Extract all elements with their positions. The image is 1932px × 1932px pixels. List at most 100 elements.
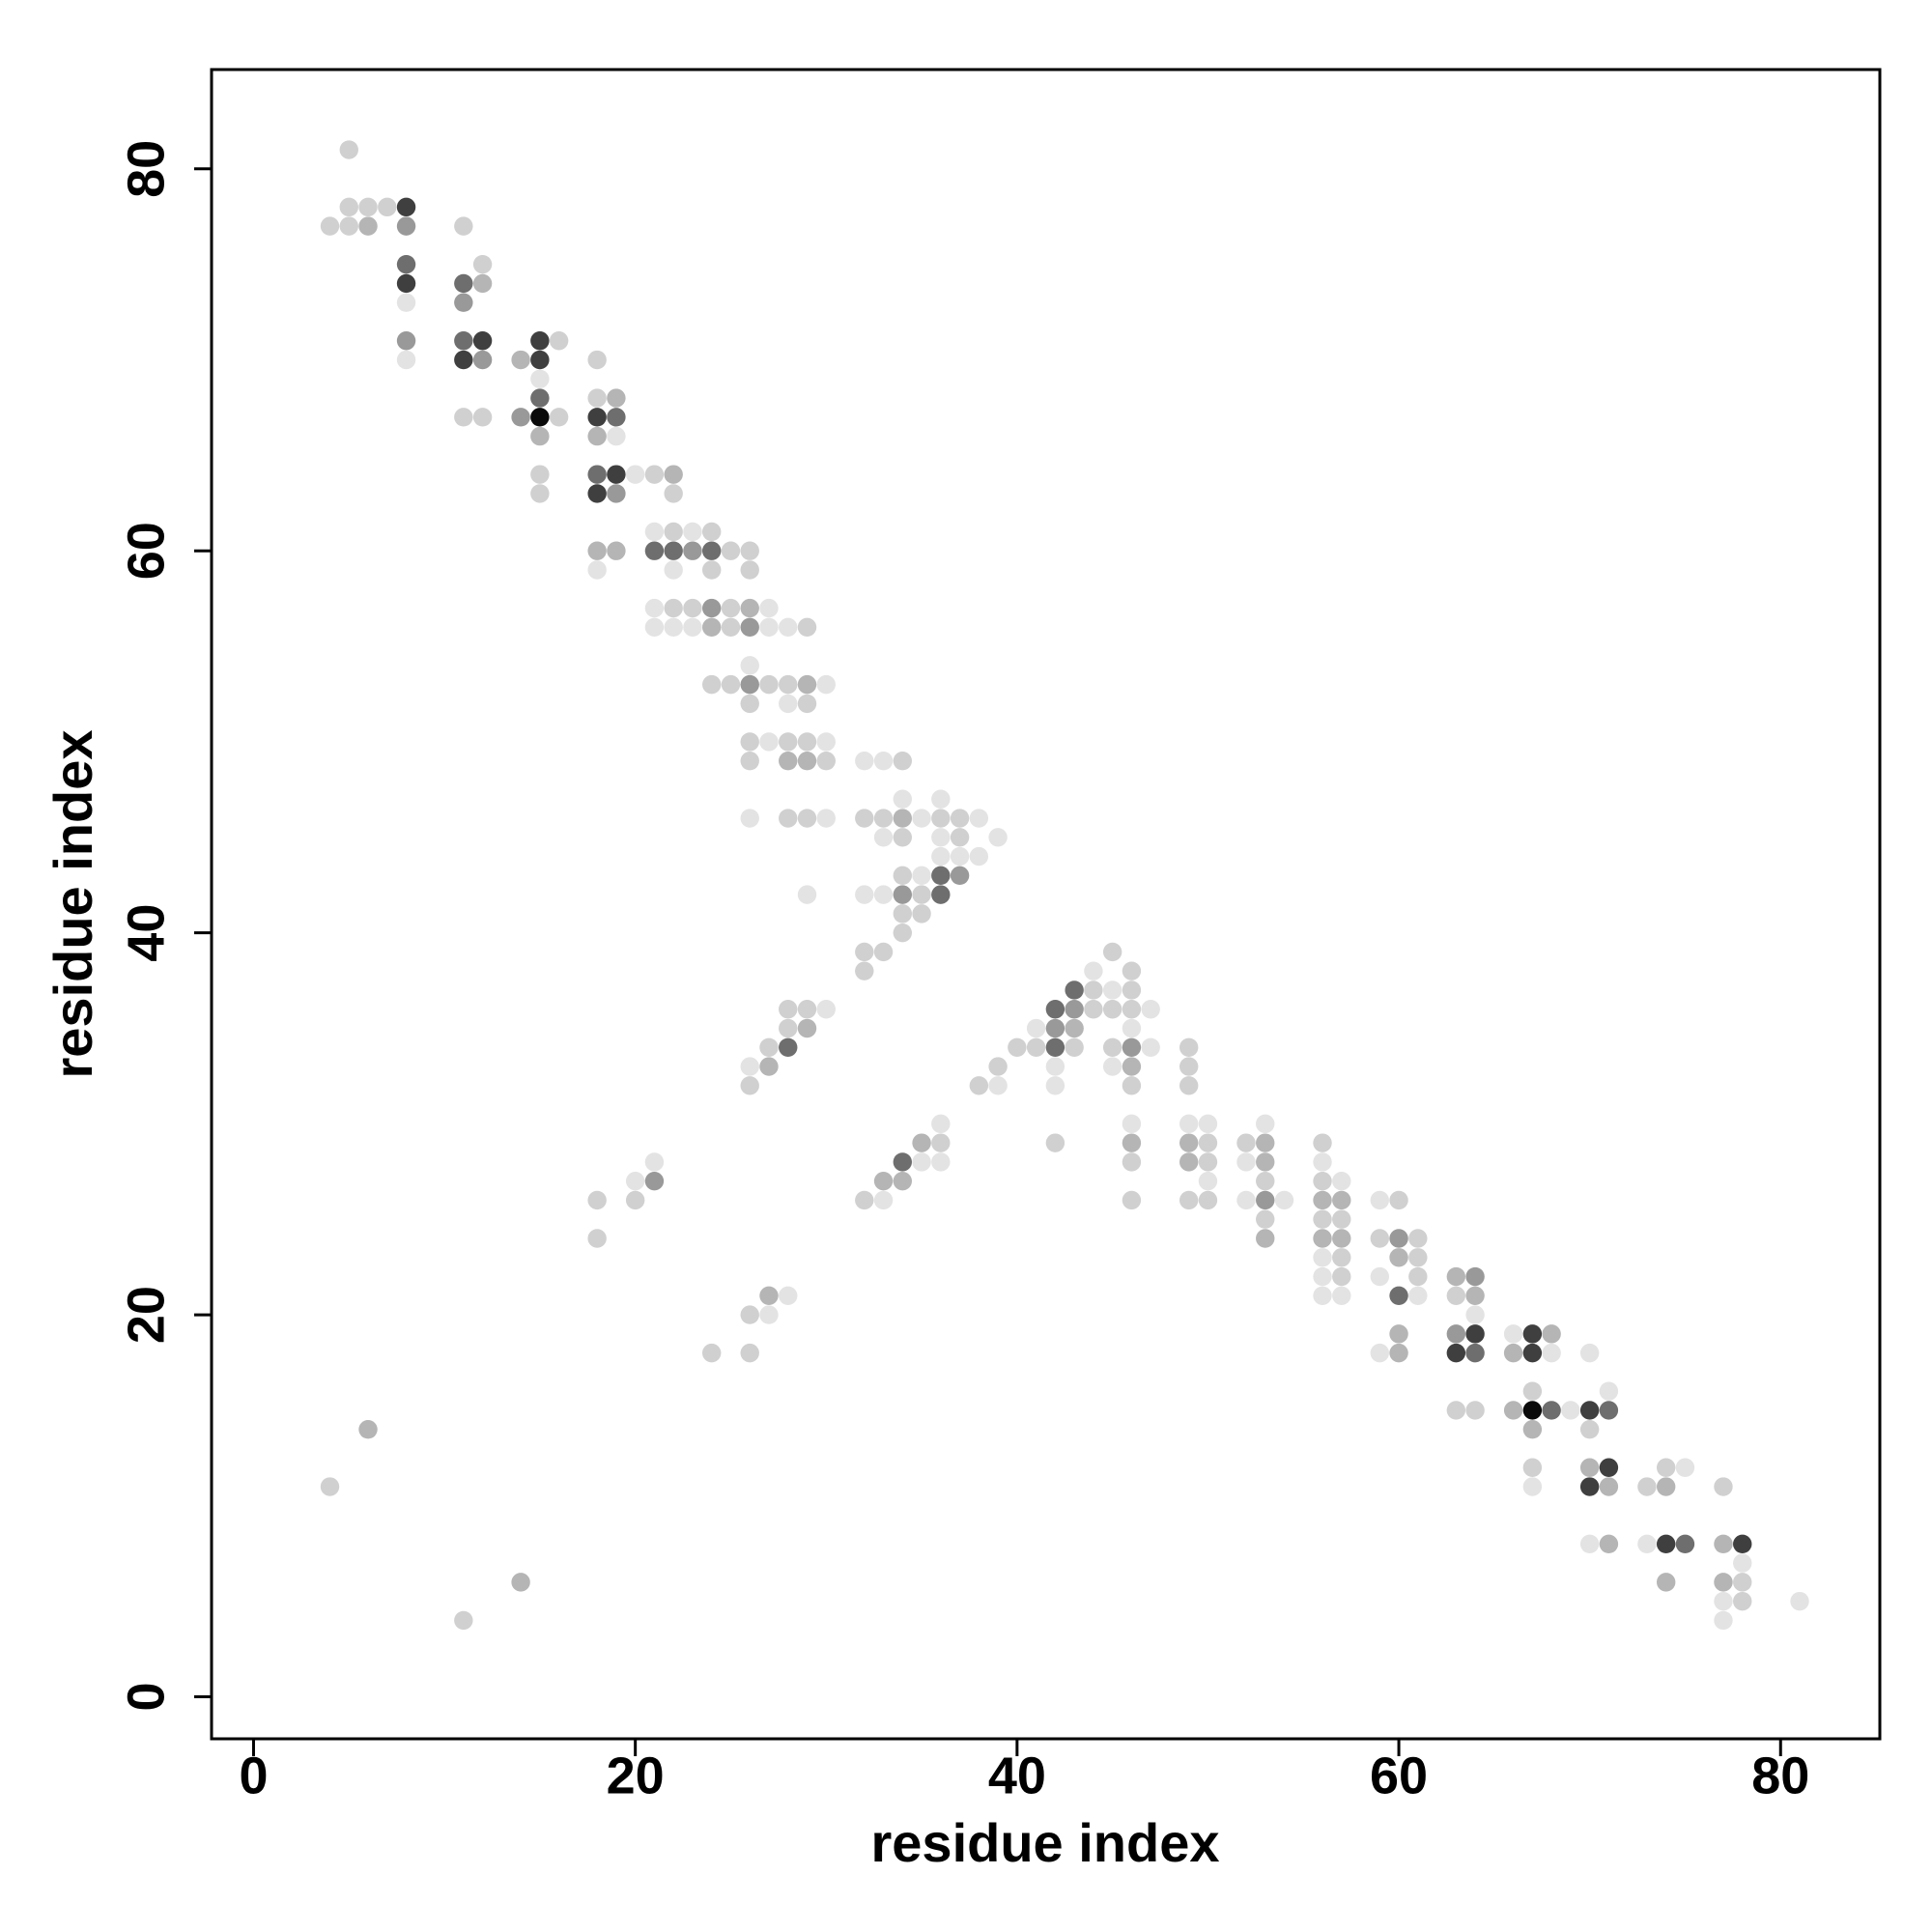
contact-point xyxy=(1008,1037,1027,1057)
contact-point xyxy=(797,732,817,752)
contact-point xyxy=(1579,1343,1600,1363)
x-tick-label: 20 xyxy=(607,1747,665,1804)
contact-point xyxy=(702,560,722,580)
contact-point xyxy=(1408,1266,1428,1287)
contact-point xyxy=(1045,1076,1065,1095)
contact-point xyxy=(511,1573,530,1592)
contact-point xyxy=(644,598,665,618)
contact-point xyxy=(759,732,779,752)
contact-point xyxy=(664,617,683,638)
contact-point xyxy=(1389,1343,1408,1363)
contact-point xyxy=(1026,1018,1046,1038)
contact-point xyxy=(1332,1286,1351,1306)
contact-point xyxy=(912,885,931,904)
contact-point xyxy=(1179,1037,1199,1057)
contact-point xyxy=(1446,1286,1466,1306)
contact-point xyxy=(1122,1057,1142,1076)
contact-point xyxy=(1332,1266,1351,1287)
contact-point xyxy=(511,408,530,427)
contact-point xyxy=(1313,1209,1332,1229)
contact-point xyxy=(530,426,550,446)
contact-point xyxy=(893,885,913,904)
contact-point xyxy=(1084,961,1103,980)
contact-point xyxy=(1179,1057,1199,1076)
contact-point xyxy=(1714,1573,1733,1592)
contact-point xyxy=(855,809,874,828)
contact-point xyxy=(587,350,607,370)
contact-point xyxy=(893,752,913,771)
contact-point xyxy=(1370,1229,1389,1248)
contact-point xyxy=(1045,1000,1065,1019)
y-axis-label: residue index xyxy=(43,729,103,1078)
contact-point xyxy=(664,541,683,560)
x-tick-label: 60 xyxy=(1370,1747,1428,1804)
contact-point xyxy=(1313,1248,1332,1267)
contact-point xyxy=(950,828,970,847)
contact-point xyxy=(1465,1286,1485,1306)
contact-point xyxy=(1599,1534,1619,1554)
contact-point xyxy=(1370,1266,1389,1287)
contact-point xyxy=(816,674,836,695)
contact-point xyxy=(1236,1152,1256,1172)
contact-point xyxy=(740,598,759,618)
contact-point xyxy=(530,388,550,408)
contact-point xyxy=(1256,1209,1275,1229)
contact-point xyxy=(988,1057,1008,1076)
contact-point xyxy=(1408,1286,1428,1306)
contact-point xyxy=(1102,1037,1122,1057)
contact-point xyxy=(988,828,1008,847)
contact-point xyxy=(740,617,759,638)
contact-point xyxy=(893,1171,913,1191)
contact-point xyxy=(759,1037,779,1057)
contact-point xyxy=(1599,1477,1619,1496)
plot-frame xyxy=(210,68,1882,1741)
contact-point xyxy=(721,541,741,560)
contact-point xyxy=(1332,1209,1351,1229)
contact-point xyxy=(664,560,683,580)
contact-point xyxy=(1122,1076,1142,1095)
contact-point xyxy=(873,1190,894,1210)
contact-point xyxy=(683,522,702,542)
contact-point xyxy=(950,809,970,828)
contact-point xyxy=(702,522,722,542)
contact-point xyxy=(1179,1076,1199,1095)
x-axis-label: residue index xyxy=(870,1812,1219,1873)
contact-point xyxy=(396,216,416,236)
contact-point xyxy=(931,1133,951,1152)
contact-point xyxy=(740,752,759,771)
contact-point xyxy=(1503,1401,1523,1420)
contact-point xyxy=(1179,1152,1199,1172)
contact-point xyxy=(1084,980,1103,1000)
contact-point xyxy=(339,216,358,236)
contact-point xyxy=(587,560,607,580)
contact-point xyxy=(587,426,607,446)
contact-point xyxy=(873,828,894,847)
contact-point xyxy=(1561,1401,1580,1420)
contact-point xyxy=(396,293,416,312)
contact-point xyxy=(683,617,702,638)
contact-point xyxy=(1065,1000,1084,1019)
contact-point xyxy=(549,408,569,427)
contact-point xyxy=(1122,980,1142,1000)
contact-point xyxy=(1256,1190,1275,1210)
contact-point xyxy=(931,866,951,886)
contact-point xyxy=(472,331,493,351)
contact-point xyxy=(740,1343,759,1363)
contact-point xyxy=(1599,1458,1619,1477)
contact-point xyxy=(797,809,817,828)
contact-point xyxy=(587,484,607,503)
contact-point xyxy=(587,465,607,484)
contact-point xyxy=(587,1229,607,1248)
contact-point xyxy=(1599,1381,1619,1401)
contact-point xyxy=(797,1018,817,1038)
contact-point xyxy=(1179,1133,1199,1152)
contact-point xyxy=(1579,1458,1600,1477)
contact-point xyxy=(1236,1190,1256,1210)
contact-point xyxy=(1122,1018,1142,1038)
contact-point xyxy=(740,1305,759,1324)
contact-point xyxy=(797,694,817,714)
contact-point xyxy=(1332,1229,1351,1248)
contact-point xyxy=(855,942,874,962)
contact-point xyxy=(1122,1190,1142,1210)
contact-point xyxy=(740,809,759,828)
